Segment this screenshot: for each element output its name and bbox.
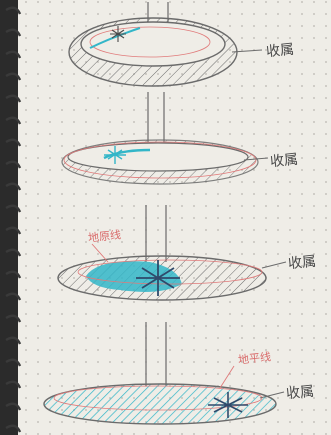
label-stage-1: 收属 [265, 41, 295, 61]
spiral-rings [5, 6, 22, 433]
label-stage-2: 收属 [269, 151, 299, 171]
label-stage-3-red: 地原线 [87, 228, 122, 245]
sketch-stage-4 [43, 322, 285, 425]
binder-background [0, 0, 18, 435]
label-stage-4-side: 收属 [285, 383, 315, 403]
sketch-stage-3 [57, 205, 287, 301]
sketch-stage-2 [61, 92, 269, 185]
label-stage-4-red: 地平线 [237, 350, 272, 367]
label-stage-3-side: 收属 [287, 253, 317, 273]
sketch-stage-1 [68, 2, 263, 87]
